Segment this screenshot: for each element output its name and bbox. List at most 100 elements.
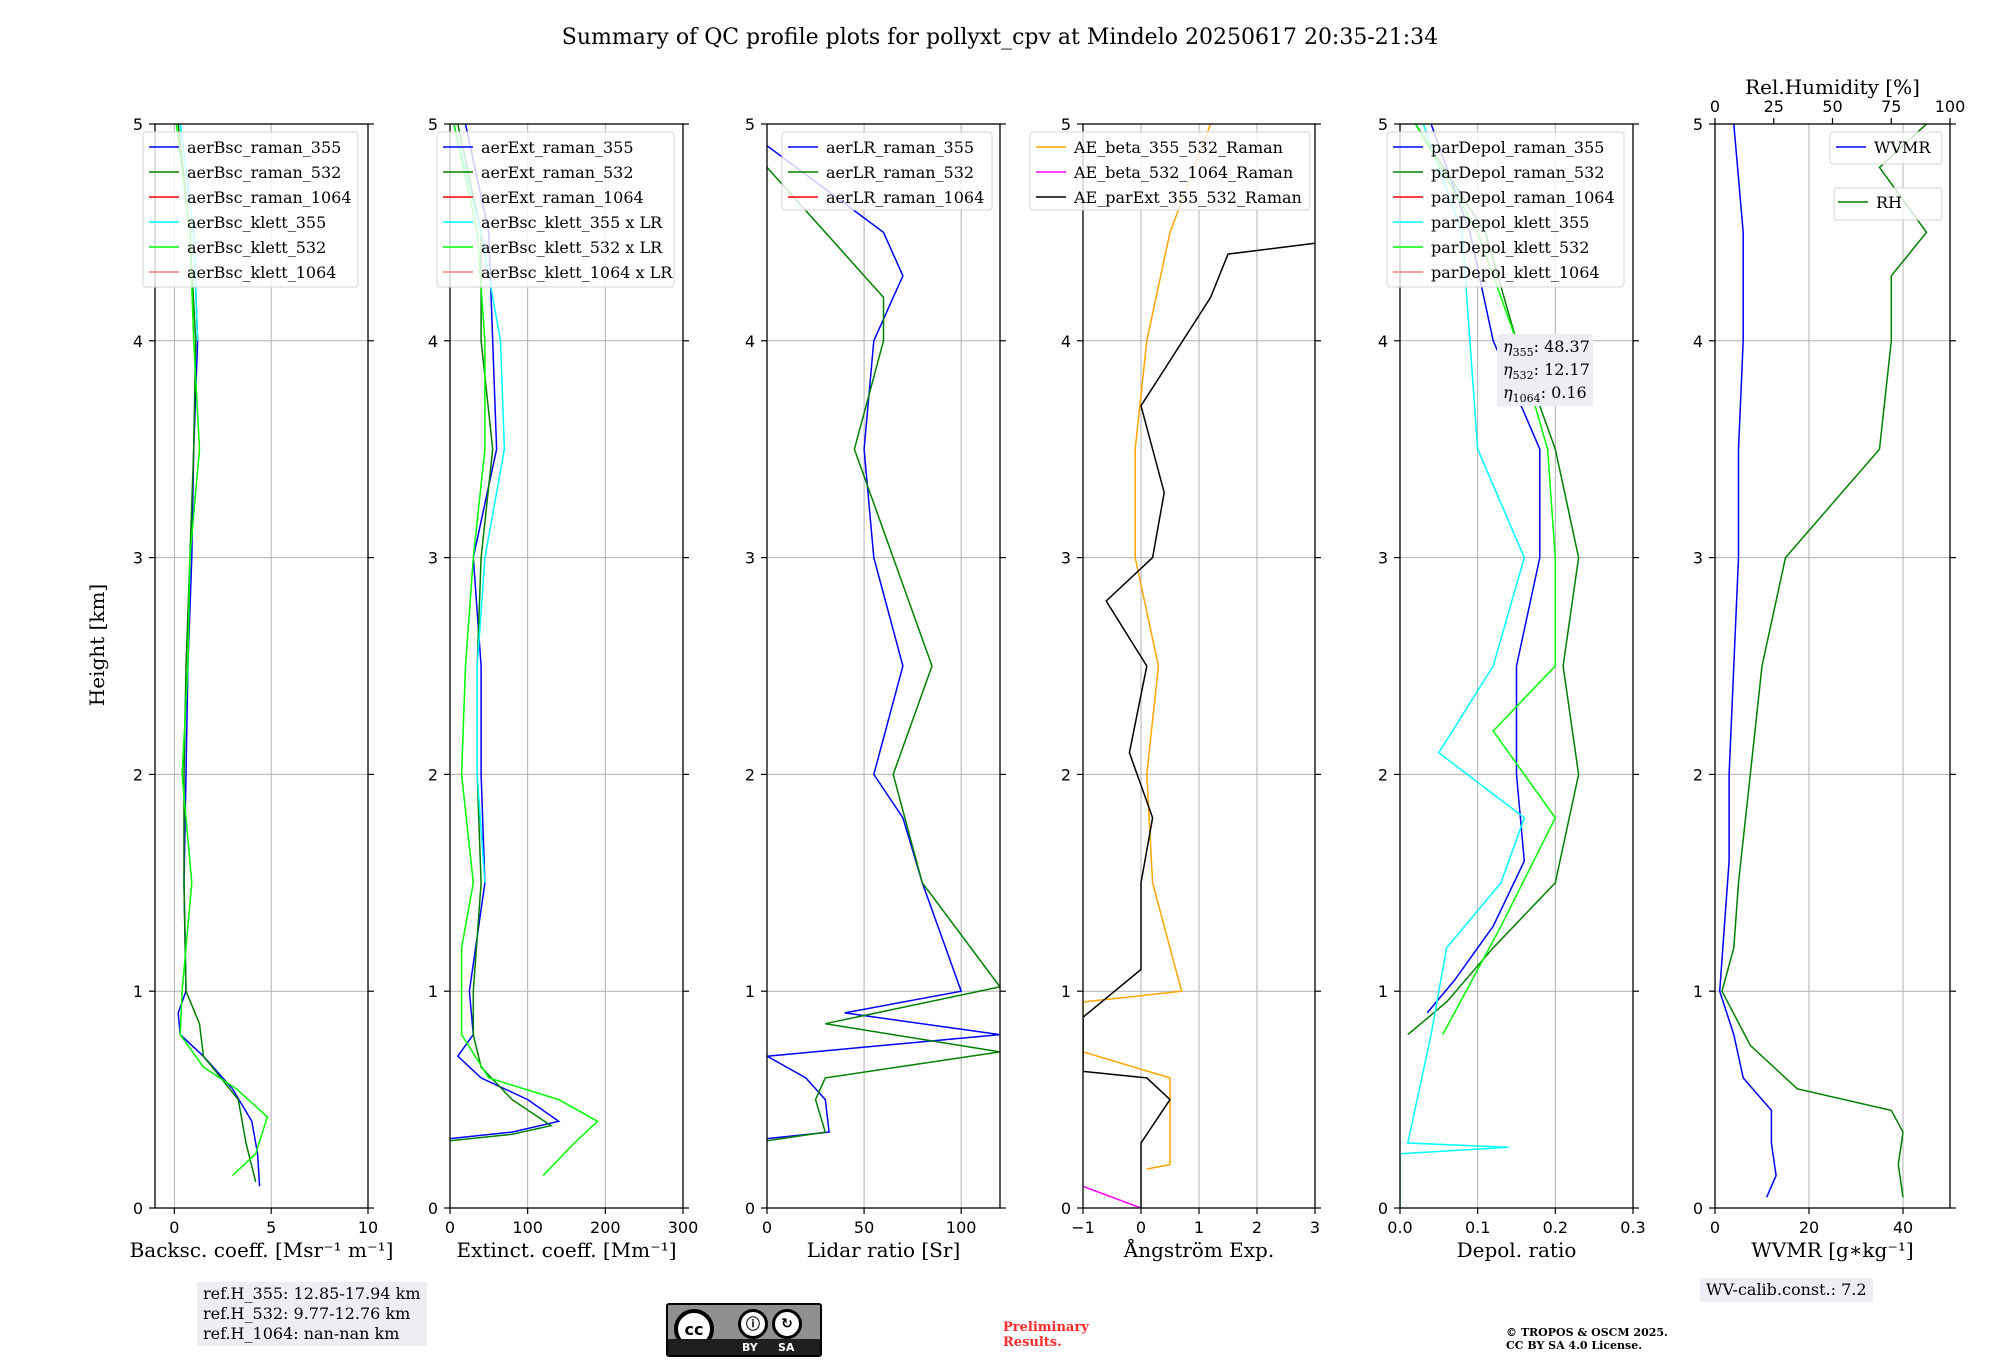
legend-label: aerLR_raman_1064 <box>826 188 984 207</box>
series-line <box>1426 124 1541 1014</box>
y-tick-label: 1 <box>428 982 438 1001</box>
legend-label: aerBsc_raman_355 <box>187 138 341 157</box>
y-tick-label: 2 <box>1693 765 1703 784</box>
legend-label: aerExt_raman_532 <box>481 163 634 182</box>
y-tick-label: 5 <box>133 115 143 134</box>
x-tick-label: 300 <box>668 1218 699 1237</box>
legend-label: parDepol_raman_355 <box>1431 138 1604 157</box>
y-tick-label: 0 <box>133 1199 143 1218</box>
legend-label: aerBsc_klett_532 <box>187 238 326 257</box>
y-tick-label: 1 <box>133 982 143 1001</box>
x-tick-label: 1 <box>1194 1218 1204 1237</box>
x-tick-label: 0 <box>762 1218 772 1237</box>
y-tick-label: 4 <box>428 332 438 351</box>
legend-label: AE_parExt_355_532_Raman <box>1073 188 1302 207</box>
axes-frame <box>1714 123 1951 1209</box>
series-line <box>1083 242 1315 1208</box>
x-axis-label: Ångström Exp. <box>1123 1237 1274 1262</box>
legend: aerLR_raman_355 aerLR_raman_532 aerLR_rama… <box>781 131 993 211</box>
y-tick-label: 2 <box>1378 765 1388 784</box>
panel-2: 0 100 200 300 0 1 2 3 4 5 Extinct. coeff. [Mm⁻¹] ae… <box>428 115 698 1262</box>
x-tick-label: 0 <box>1136 1218 1146 1237</box>
legend-label: aerBsc_raman_532 <box>187 163 341 182</box>
x-axis-label: Backsc. coeff. [Msr⁻¹ m⁻¹] <box>130 1238 394 1262</box>
copyright-line-1: © TROPOS & OSCM 2025. <box>1506 1326 1668 1339</box>
copyright-note: © TROPOS & OSCM 2025. CC BY SA 4.0 Licen… <box>1506 1326 1668 1352</box>
x-tick-label: 2 <box>1252 1218 1262 1237</box>
series-line <box>1083 124 1212 1170</box>
x-axis-label: Depol. ratio <box>1457 1238 1577 1262</box>
series-line <box>1407 124 1580 1036</box>
x-axis-label: Lidar ratio [Sr] <box>807 1238 961 1262</box>
axes-frame <box>154 123 369 1209</box>
y-tick-label: 0 <box>428 1199 438 1218</box>
series-line <box>767 166 1000 1142</box>
y-tick-label: 0 <box>1061 1199 1071 1218</box>
legend: AE_beta_355_532_Raman AE_beta_532_1064_Ra… <box>1029 131 1311 211</box>
y-tick-label: 5 <box>428 115 438 134</box>
legend-label: parDepol_klett_355 <box>1431 213 1589 232</box>
x2-tick-label: 0 <box>1710 97 1720 116</box>
y-tick-label: 4 <box>133 332 143 351</box>
y-tick-label: 5 <box>745 115 755 134</box>
wv-calibration-box: WV-calib.const.: 7.2 <box>1700 1278 1873 1302</box>
x-tick-label: 0.0 <box>1387 1218 1412 1237</box>
x-tick-label: 0.1 <box>1465 1218 1490 1237</box>
x2-axis-label: Rel.Humidity [%] <box>1745 75 1920 99</box>
y-tick-label: 0 <box>1378 1199 1388 1218</box>
x-tick-label: 0 <box>169 1218 179 1237</box>
annotation-line: η1064: 0.16 <box>1503 383 1587 405</box>
panel-3: 0 50 100 0 1 2 3 4 5 Lidar ratio [Sr] aerLR_raman_… <box>745 115 1006 1262</box>
series-line <box>453 124 599 1177</box>
preliminary-line-1: Preliminary <box>1003 1320 1089 1335</box>
share-alike-icon: ↻ <box>772 1309 802 1339</box>
x-tick-label: 20 <box>1799 1218 1819 1237</box>
legend-label: RH <box>1876 193 1902 212</box>
series-line <box>1083 1185 1142 1208</box>
y-tick-label: 3 <box>133 549 143 568</box>
y-tick-label: 4 <box>1693 332 1703 351</box>
cc-license-badge: cc ⓘ ↻ BY SA <box>666 1303 822 1357</box>
legend: aerBsc_raman_355 aerBsc_raman_532 aerBsc_r… <box>142 131 359 288</box>
copyright-line-2: CC BY SA 4.0 License. <box>1506 1339 1643 1352</box>
x2-tick-label: 50 <box>1822 97 1842 116</box>
y-tick-label: 1 <box>745 982 755 1001</box>
y-tick-label: 0 <box>1693 1199 1703 1218</box>
annotation-box <box>1497 334 1593 406</box>
series-line <box>1718 124 1777 1198</box>
legend-box <box>781 131 993 211</box>
series-line <box>1400 124 1526 1208</box>
x-tick-label: 50 <box>854 1218 874 1237</box>
x2-tick-label: 25 <box>1764 97 1784 116</box>
series-line <box>1721 124 1928 1198</box>
legend-box <box>142 131 359 288</box>
legend-label: aerBsc_klett_355 <box>187 213 326 232</box>
legend-label: aerBsc_klett_1064 <box>187 263 336 282</box>
axes-frame <box>1399 123 1634 1209</box>
x-tick-label: 100 <box>512 1218 543 1237</box>
reference-height-box: ref.H_355: 12.85-17.94 km ref.H_532: 9.7… <box>197 1282 427 1346</box>
legend-label: parDepol_klett_1064 <box>1431 263 1600 282</box>
panel-5: 0.0 0.1 0.2 0.3 0 1 2 3 4 5 Depol. ratio parDepol_r… <box>1378 115 1646 1262</box>
x2-tick-label: 75 <box>1881 97 1901 116</box>
x-tick-label: 0 <box>445 1218 455 1237</box>
x-tick-label: 0 <box>1710 1218 1720 1237</box>
legend-label: aerBsc_raman_1064 <box>187 188 352 207</box>
y-tick-label: 4 <box>1061 332 1071 351</box>
y-tick-label: 2 <box>745 765 755 784</box>
series-line <box>175 124 269 1177</box>
y-tick-label: 4 <box>1378 332 1388 351</box>
ref-height-1064: ref.H_1064: nan-nan km <box>203 1324 400 1343</box>
legend-label: aerLR_raman_355 <box>826 138 974 157</box>
legend-label: aerLR_raman_532 <box>826 163 974 182</box>
x-tick-label: 200 <box>590 1218 621 1237</box>
axes-frame <box>449 123 684 1209</box>
legend-label: parDepol_raman_1064 <box>1431 188 1615 207</box>
figure-title: Summary of QC profile plots for pollyxt_… <box>562 25 1438 50</box>
x-tick-label: 10 <box>358 1218 378 1237</box>
badge-by: BY <box>742 1341 758 1354</box>
legend-box-rh <box>1833 187 1943 221</box>
